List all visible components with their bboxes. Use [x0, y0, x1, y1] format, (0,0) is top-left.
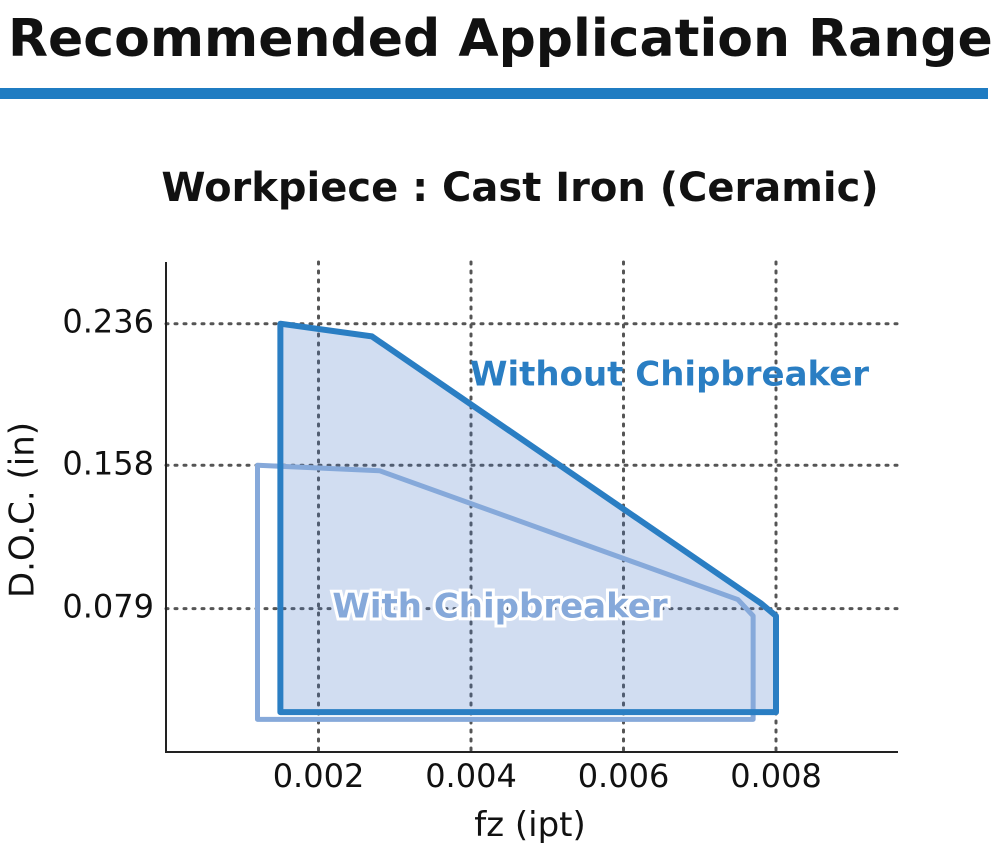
legend-label: With Chipbreaker: [332, 587, 667, 627]
y-axis-label: D.O.C. (in): [3, 422, 43, 598]
region: [255, 462, 756, 722]
chart-title: Workpiece : Cast Iron (Ceramic): [161, 165, 878, 211]
legend-label: Without Chipbreaker: [470, 355, 869, 395]
region-fill: [280, 323, 776, 713]
axis-line: [165, 262, 898, 753]
x-tick-label: 0.004: [425, 757, 517, 795]
title-bar: [0, 88, 988, 99]
x-axis-unit: (ipt): [515, 805, 586, 845]
x-tick-label: 0.008: [730, 757, 822, 795]
x-axis-name: fz: [474, 805, 504, 845]
page-title: Recommended Application Range: [8, 9, 993, 69]
y-tick-label: 0.236: [62, 303, 154, 341]
y-tick-label: 0.158: [62, 444, 154, 482]
x-axis-label: fz (ipt): [474, 805, 586, 845]
x-tick-label: 0.002: [273, 757, 365, 795]
x-tick-label: 0.006: [578, 757, 670, 795]
y-tick-label: 0.079: [62, 588, 154, 626]
region: [277, 320, 779, 716]
